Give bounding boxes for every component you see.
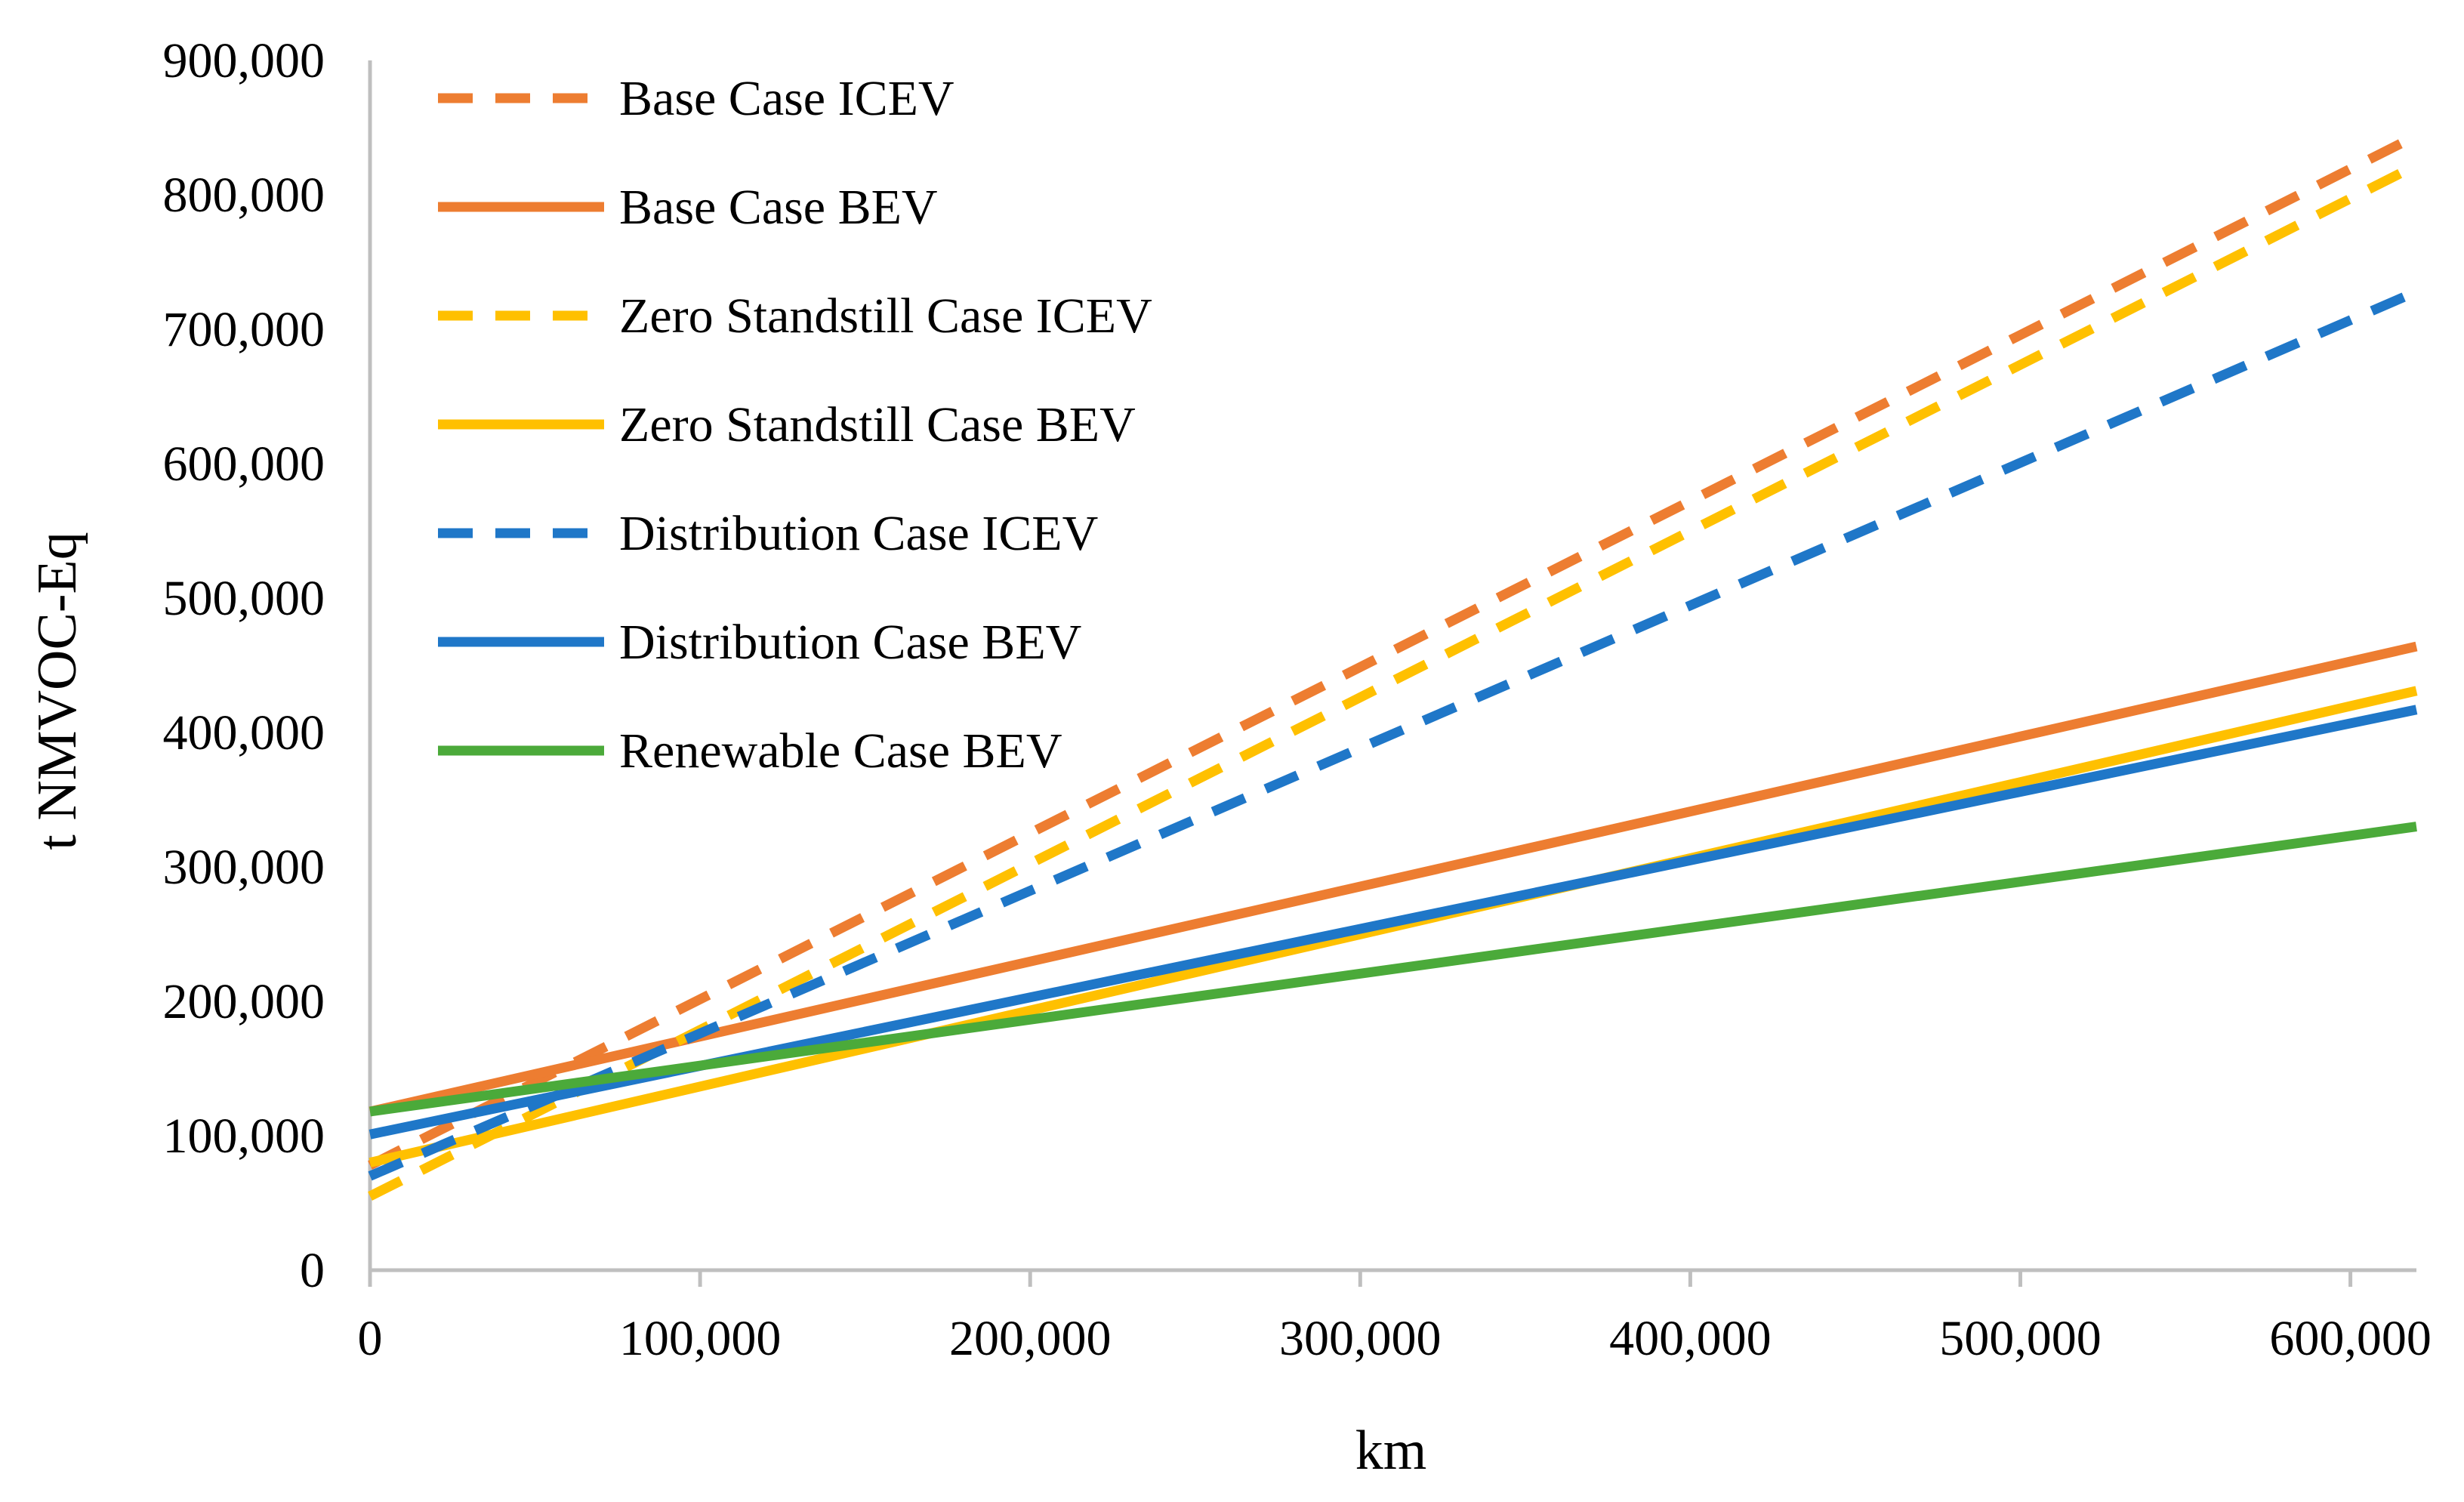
series-lines (368, 131, 2419, 1201)
legend-item: Distribution Case BEV (438, 615, 1081, 670)
series-line-distribution-case-icev (368, 287, 2419, 1181)
y-axis-title: t NMVOC-Eq (26, 532, 88, 850)
y-tick-label: 400,000 (163, 705, 325, 760)
y-tick-label: 500,000 (163, 571, 325, 626)
series-line-zero-standstill-case-icev (368, 161, 2419, 1201)
y-tick-label: 100,000 (163, 1109, 325, 1164)
legend-item: Renewable Case BEV (438, 723, 1062, 779)
legend-item: Distribution Case ICEV (438, 506, 1098, 561)
legend-label: Zero Standstill Case ICEV (619, 288, 1152, 344)
y-tick-label: 200,000 (163, 974, 325, 1029)
x-tick-label: 600,000 (2269, 1311, 2432, 1366)
series-line-base-case-bev (369, 641, 2418, 1117)
legend-item: Base Case ICEV (438, 71, 954, 126)
y-tick-label: 700,000 (163, 302, 325, 357)
legend-label: Base Case ICEV (619, 71, 954, 126)
y-tick-label: 0 (300, 1243, 325, 1298)
y-tick-label: 600,000 (163, 436, 325, 492)
x-tick-label: 500,000 (1939, 1311, 2102, 1366)
legend-item: Zero Standstill Case ICEV (438, 288, 1152, 344)
series-line-renewable-case-bev (369, 822, 2417, 1117)
x-tick-label: 300,000 (1279, 1311, 1442, 1366)
legend-label: Zero Standstill Case BEV (619, 397, 1136, 452)
y-tick-label: 900,000 (163, 33, 325, 88)
x-tick-label: 400,000 (1609, 1311, 1772, 1366)
y-tick-label: 800,000 (163, 168, 325, 223)
legend-label: Base Case BEV (619, 180, 938, 235)
y-tick-labels: 0 100,000 200,000 300,000 400,000 500,000 600,… (163, 33, 325, 1298)
legend-label: Distribution Case BEV (619, 615, 1081, 670)
x-tick-labels: 0 100,000 200,000 300,000 400,000 500,000 600,… (358, 1311, 2432, 1366)
x-tick-label: 200,000 (949, 1311, 1112, 1366)
legend: Base Case ICEV Base Case BEV Zero Standsti… (438, 71, 1152, 779)
legend-item: Base Case BEV (438, 180, 938, 235)
axes (368, 60, 2416, 1272)
x-axis-title: km (1355, 1420, 1427, 1482)
x-ticks (368, 1270, 2353, 1287)
x-tick-label: 0 (358, 1311, 383, 1366)
legend-label: Renewable Case BEV (619, 723, 1062, 779)
legend-label: Distribution Case ICEV (619, 506, 1098, 561)
legend-item: Zero Standstill Case BEV (438, 397, 1136, 452)
x-tick-label: 100,000 (619, 1311, 782, 1366)
series-line-base-case-icev (368, 131, 2419, 1170)
y-tick-label: 300,000 (163, 840, 325, 895)
